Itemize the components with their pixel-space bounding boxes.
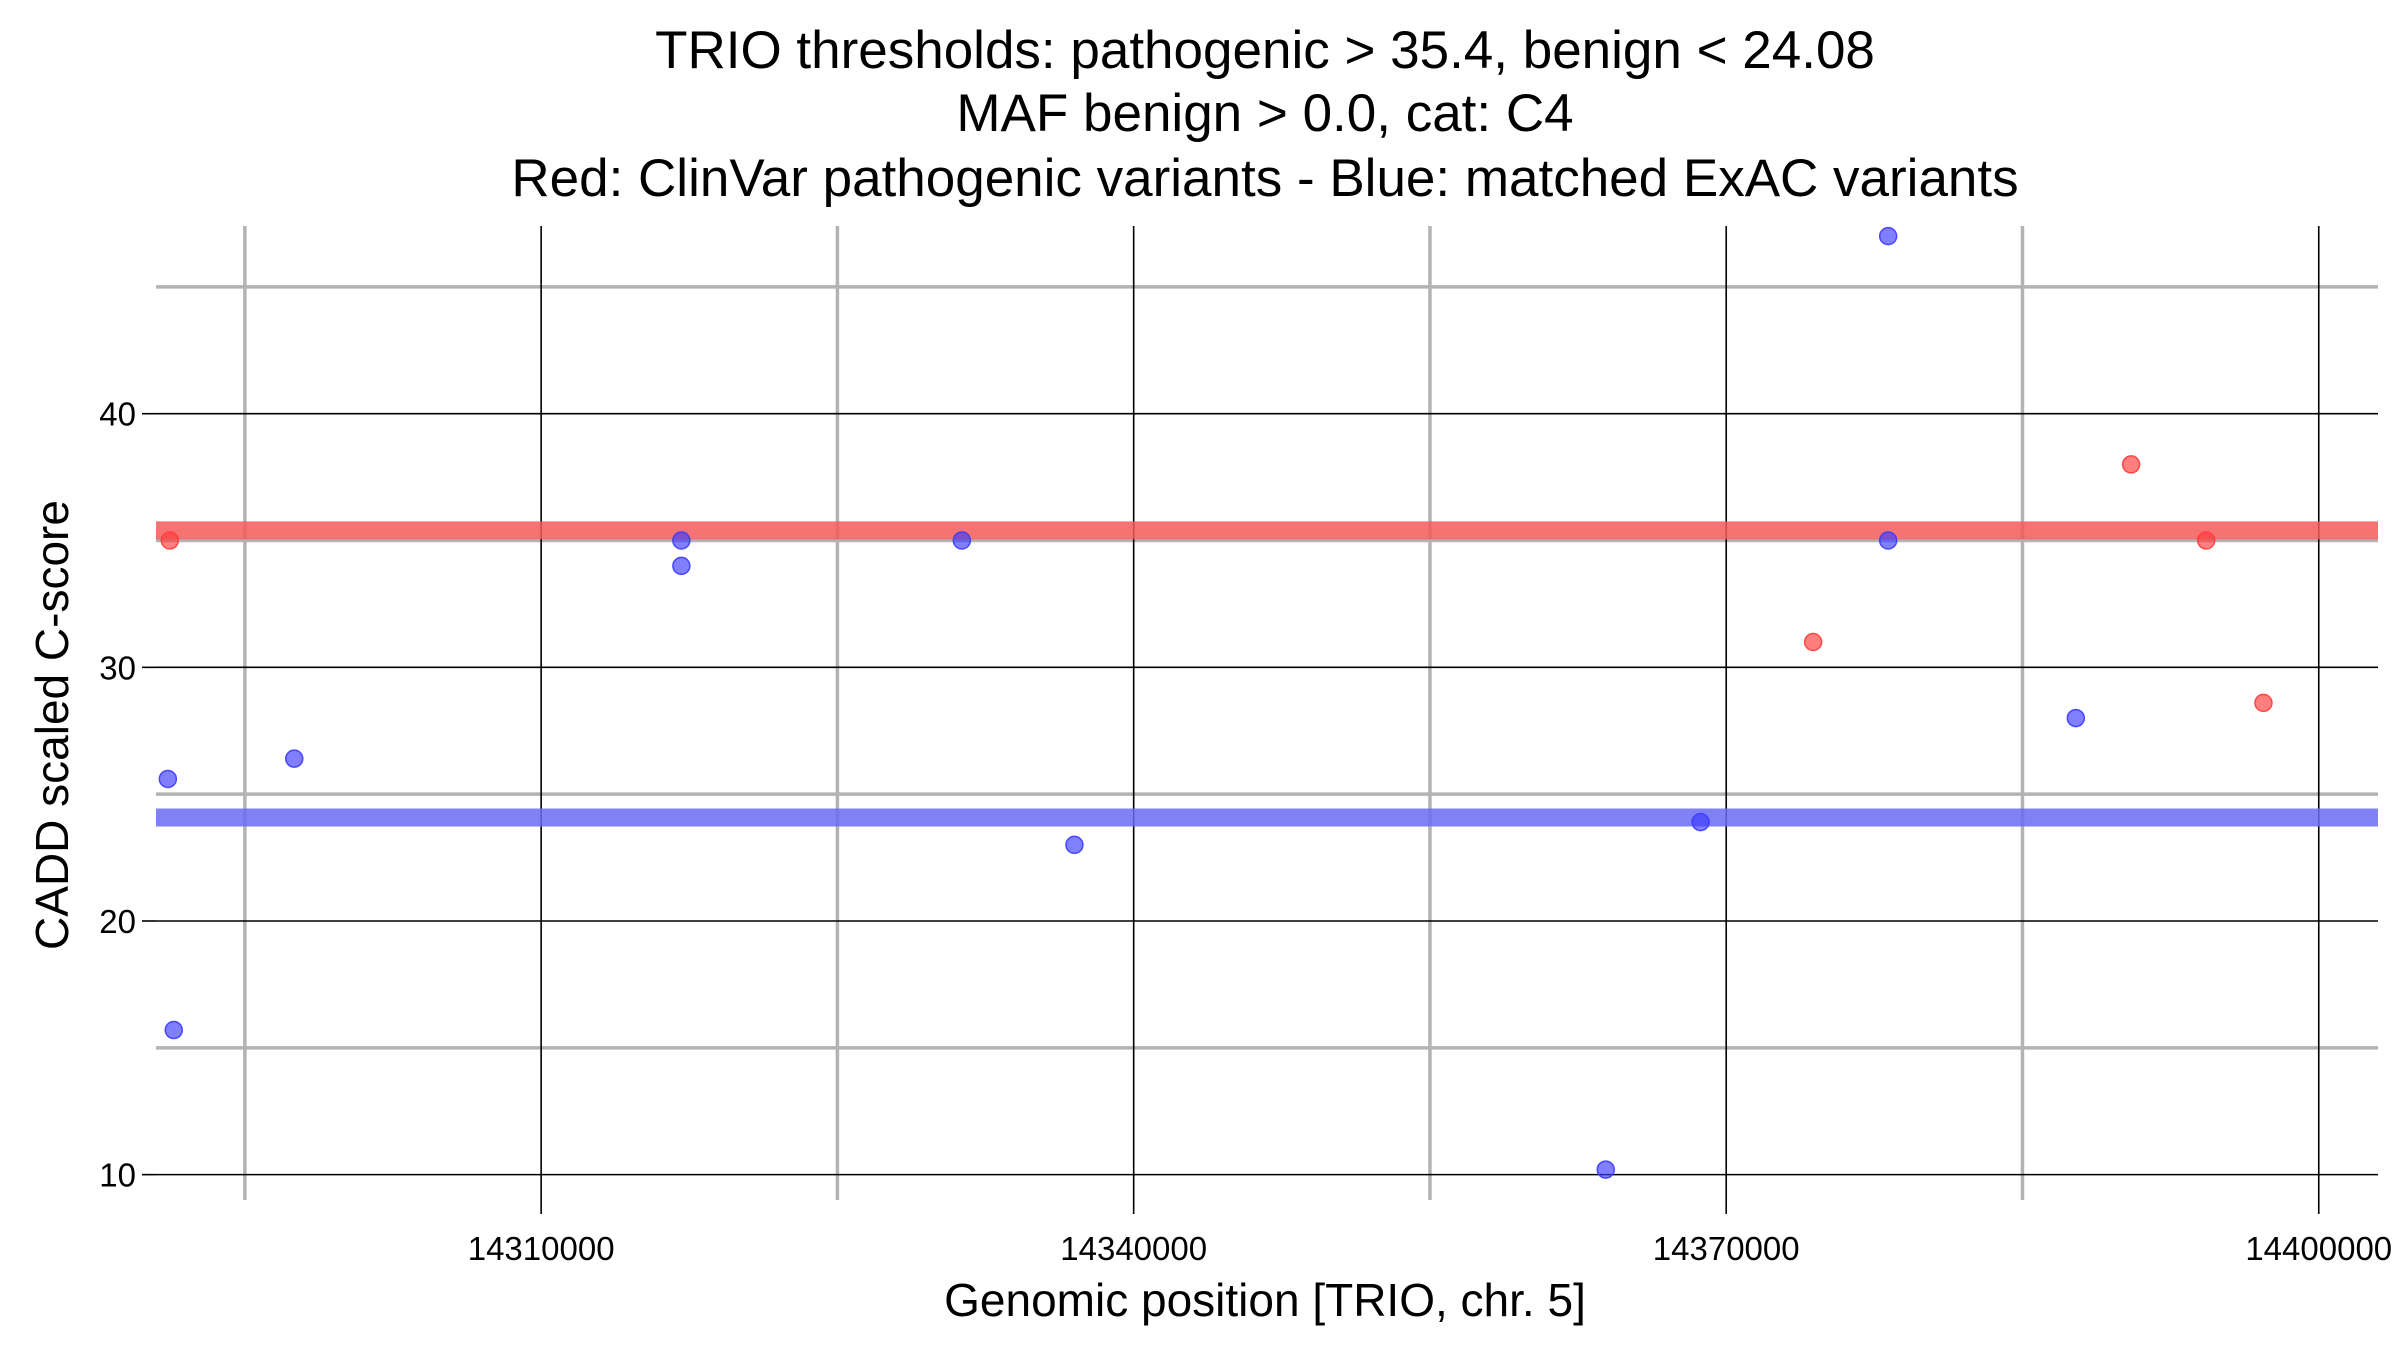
clinvar-pathogenic-point — [160, 531, 180, 550]
exac-variant-point — [1596, 1160, 1615, 1179]
exac-variant-point — [164, 1020, 184, 1040]
axis-ticks: 14310000 14340000 14370000 14400000 10 20 30 40 — [99, 396, 2392, 1267]
exac-variant-point — [1691, 812, 1710, 832]
chart-title: TRIO thresholds: pathogenic > 35.4, beni… — [511, 21, 2018, 208]
clinvar-pathogenic-point — [2121, 455, 2141, 474]
x-tick-label: 14310000 — [468, 1230, 615, 1267]
chart-title-line-1: TRIO thresholds: pathogenic > 35.4, beni… — [655, 21, 1875, 80]
exac-variant-point — [1878, 226, 1898, 246]
x-tick-label: 14340000 — [1060, 1230, 1207, 1267]
clinvar-pathogenic-point — [2196, 531, 2216, 550]
chart-title-line-2: MAF benign > 0.0, cat: C4 — [956, 84, 1573, 143]
y-tick-label: 40 — [99, 396, 136, 433]
clinvar-pathogenic-point — [1803, 632, 1823, 652]
exac-variant-point — [1065, 835, 1084, 855]
x-axis-title: Genomic position [TRIO, chr. 5] — [944, 1274, 1586, 1326]
exac-variant-point — [672, 531, 691, 550]
exac-variant-point — [1878, 531, 1898, 550]
y-tick-label: 10 — [99, 1157, 136, 1194]
exac-variant-point — [158, 769, 178, 789]
grid-lines — [156, 226, 2378, 1200]
exac-variant-point — [2066, 708, 2086, 728]
y-tick-label: 20 — [99, 903, 136, 940]
y-tick-label: 30 — [99, 649, 136, 686]
x-tick-label: 14370000 — [1653, 1230, 1800, 1267]
clinvar-pathogenic-point — [2254, 693, 2273, 713]
exac-variant-point — [285, 749, 304, 768]
x-tick-label: 14400000 — [2245, 1230, 2392, 1267]
chart-title-line-3: Red: ClinVar pathogenic variants - Blue:… — [511, 149, 2018, 208]
y-axis-title: CADD scaled C-score — [26, 500, 78, 950]
exac-variant-point — [952, 531, 972, 550]
exac-variant-point — [672, 556, 691, 576]
threshold-lines — [156, 521, 2378, 827]
data-points — [158, 226, 2273, 1179]
